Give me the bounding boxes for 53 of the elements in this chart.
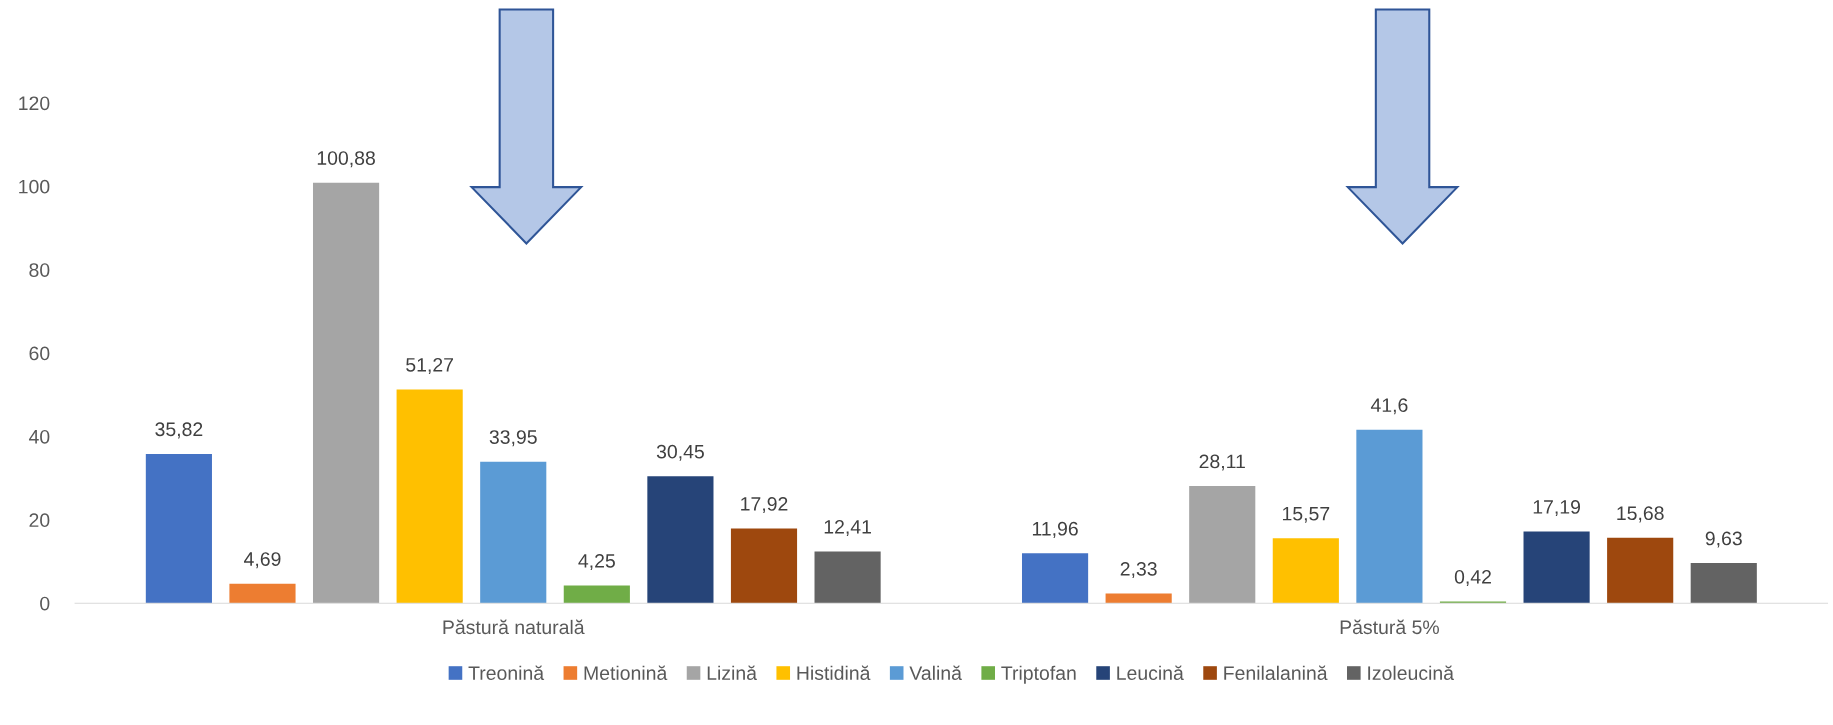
legend-label: Treonină: [468, 665, 545, 681]
bar: [1105, 593, 1172, 604]
bar: [145, 453, 212, 604]
data-label: 17,92: [741, 496, 788, 514]
bar: [1272, 538, 1339, 604]
bar: [1189, 486, 1256, 604]
bar: [1021, 553, 1089, 604]
data-label: 35,82: [155, 422, 203, 439]
y-tick-label: 80: [29, 263, 50, 277]
data-label: 33,95: [489, 430, 537, 447]
bar: [647, 476, 714, 604]
y-tick-label: 0: [40, 596, 50, 611]
legend-label: Valină: [909, 665, 962, 681]
data-label: 100,88: [317, 151, 375, 168]
x-tick-label: Păstură 5%: [1340, 619, 1439, 635]
legend-label: Fenilalanină: [1224, 665, 1328, 681]
data-label: 9,63: [1705, 531, 1742, 548]
x-tick-label: Păstură naturală: [443, 619, 585, 635]
data-label: 4,69: [244, 552, 281, 569]
y-tick-label: 100: [19, 179, 50, 194]
legend-label: Histidină: [797, 665, 871, 681]
bar: [1690, 563, 1757, 604]
bar: [480, 461, 547, 604]
data-label: 2,33: [1120, 561, 1157, 579]
legend-label: Izoleucină: [1368, 665, 1455, 681]
legend-label: Metionină: [584, 665, 668, 681]
bar: [1607, 537, 1674, 604]
bar: [563, 585, 630, 604]
legend-label: Leucină: [1117, 665, 1184, 681]
data-label: 51,27: [406, 357, 454, 375]
data-label: 0,42: [1454, 569, 1491, 587]
bar: [1523, 531, 1590, 604]
data-label: 12,41: [824, 519, 871, 537]
data-label: 30,45: [656, 444, 704, 461]
legend-label: Lizină: [707, 665, 757, 681]
bar: [730, 528, 798, 604]
bar: [396, 389, 463, 604]
data-label: 15,68: [1617, 506, 1664, 523]
bar: [1356, 429, 1423, 604]
data-label: 28,11: [1199, 454, 1245, 471]
data-label: 15,57: [1282, 506, 1330, 523]
data-label: 4,25: [578, 553, 615, 571]
bar: [814, 551, 881, 604]
y-tick-label: 60: [29, 346, 50, 361]
bar: [312, 182, 380, 604]
y-tick-label: 20: [29, 513, 50, 528]
y-tick-label: 40: [28, 429, 50, 444]
data-label: 17,19: [1533, 500, 1580, 517]
data-label: 11,96: [1032, 521, 1078, 538]
y-tick-label: 120: [19, 96, 50, 111]
data-label: 41,6: [1370, 398, 1408, 415]
bar: [229, 583, 296, 604]
legend-label: Triptofan: [1001, 665, 1076, 684]
